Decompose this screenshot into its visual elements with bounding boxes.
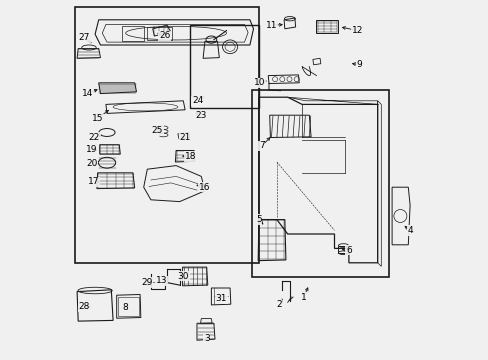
Text: 6: 6 xyxy=(346,246,351,255)
Text: 15: 15 xyxy=(92,114,103,123)
Text: 21: 21 xyxy=(179,133,190,142)
Text: 3: 3 xyxy=(203,334,209,343)
Text: 14: 14 xyxy=(82,89,93,98)
Text: 13: 13 xyxy=(156,276,167,285)
Text: 28: 28 xyxy=(79,302,90,311)
Text: 24: 24 xyxy=(192,96,203,105)
Text: 29: 29 xyxy=(141,278,152,287)
Text: 17: 17 xyxy=(87,177,99,186)
Text: 19: 19 xyxy=(86,145,98,154)
Text: 8: 8 xyxy=(122,303,128,312)
Text: 4: 4 xyxy=(407,226,412,235)
Text: 7: 7 xyxy=(258,141,264,150)
Text: 26: 26 xyxy=(159,31,170,40)
Text: 23: 23 xyxy=(195,111,206,120)
Text: 5: 5 xyxy=(256,215,261,224)
Text: 11: 11 xyxy=(265,21,277,30)
Text: 1: 1 xyxy=(301,292,306,302)
Text: 30: 30 xyxy=(177,271,189,281)
Text: 9: 9 xyxy=(356,60,362,69)
Text: 12: 12 xyxy=(351,26,363,35)
Text: 25: 25 xyxy=(151,126,163,135)
Text: 22: 22 xyxy=(89,133,100,142)
Text: 18: 18 xyxy=(184,152,196,161)
Text: 20: 20 xyxy=(86,159,97,168)
Text: 2: 2 xyxy=(275,300,281,309)
Text: 16: 16 xyxy=(199,183,210,192)
Text: 27: 27 xyxy=(79,33,90,42)
Text: 31: 31 xyxy=(215,294,226,303)
Text: 10: 10 xyxy=(254,78,265,87)
